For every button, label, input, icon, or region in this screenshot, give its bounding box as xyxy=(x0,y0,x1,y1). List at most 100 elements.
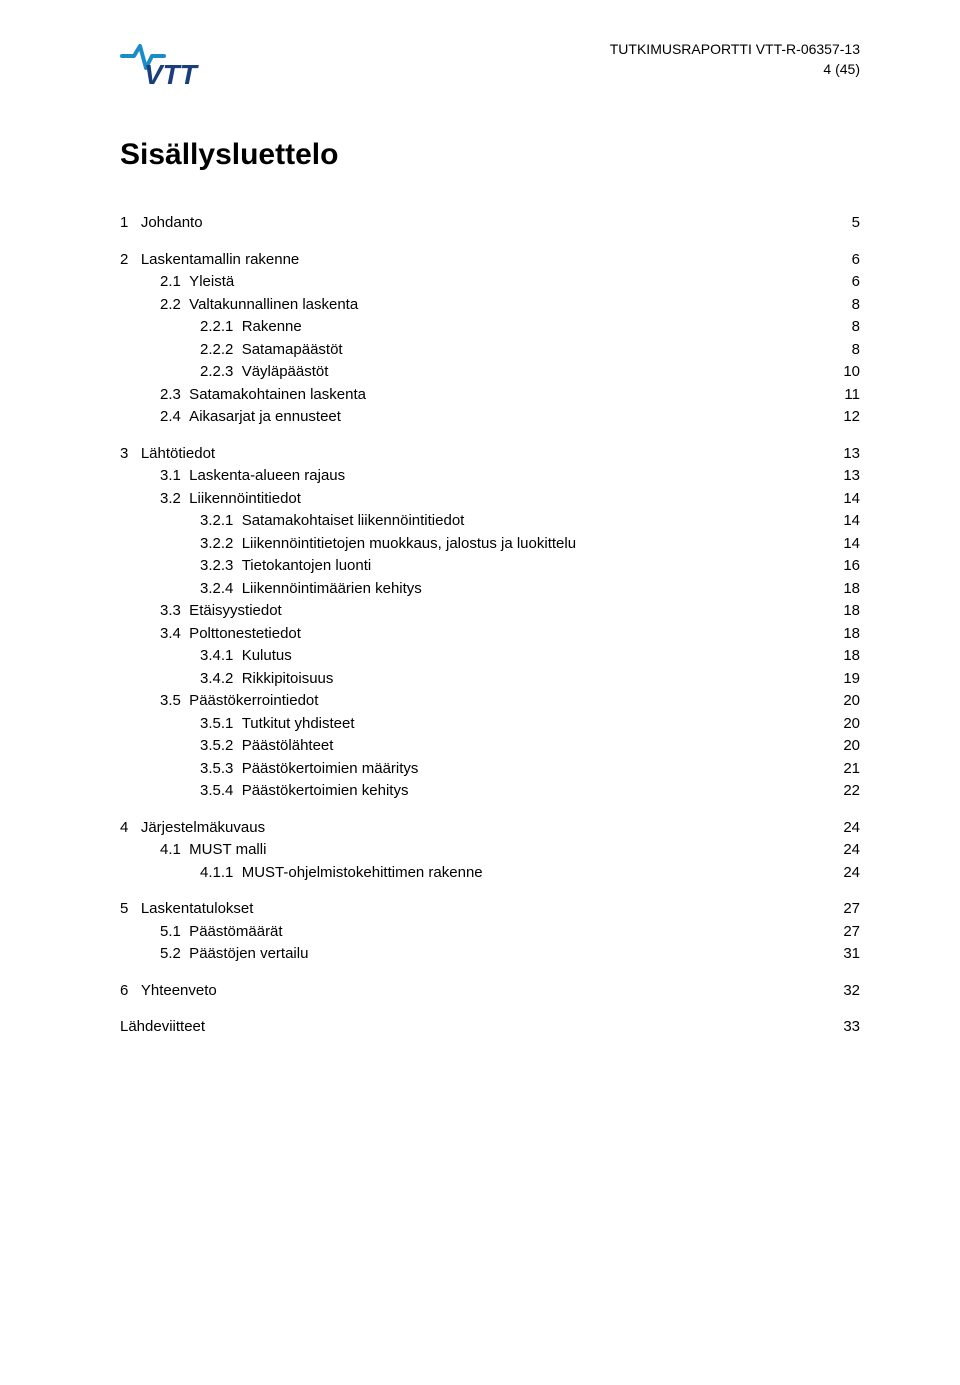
toc-entry-label: 3.5.3 Päästökertoimien määritys xyxy=(200,758,830,781)
toc-entry-label: 2.2.3 Väyläpäästöt xyxy=(200,361,830,384)
toc-entry: 3.2.4 Liikennöintimäärien kehitys18 xyxy=(120,578,860,601)
toc-entry-label: 1 Johdanto xyxy=(120,212,830,235)
toc-entry-label: 2.3 Satamakohtainen laskenta xyxy=(160,384,830,407)
toc-entry: 3.4 Polttonestetiedot18 xyxy=(120,623,860,646)
toc-entry: 3.4.1 Kulutus18 xyxy=(120,645,860,668)
toc-entry-page: 19 xyxy=(830,668,860,691)
toc-entry-label: 3.2 Liikennöintitiedot xyxy=(160,488,830,511)
report-id: TUTKIMUSRAPORTTI VTT-R-06357-13 xyxy=(610,40,860,60)
toc-entry-label: 3.5.1 Tutkitut yhdisteet xyxy=(200,713,830,736)
toc-entry-label: 3.2.2 Liikennöintitietojen muokkaus, jal… xyxy=(200,533,830,556)
toc-entry: 5.1 Päästömäärät27 xyxy=(120,921,860,944)
toc-entry-page: 24 xyxy=(830,817,860,840)
toc-entry-page: 13 xyxy=(830,465,860,488)
toc-entry-page: 8 xyxy=(830,294,860,317)
toc-entry: 4.1.1 MUST-ohjelmistokehittimen rakenne2… xyxy=(120,862,860,885)
toc-entry-page: 18 xyxy=(830,600,860,623)
toc-entry: 6 Yhteenveto32 xyxy=(120,980,860,1003)
toc-entry: 2.2.2 Satamapäästöt8 xyxy=(120,339,860,362)
toc-entry-page: 6 xyxy=(830,271,860,294)
toc-entry-page: 16 xyxy=(830,555,860,578)
toc-entry: 2.2.1 Rakenne8 xyxy=(120,316,860,339)
toc-entry: 2.4 Aikasarjat ja ennusteet12 xyxy=(120,406,860,429)
toc-entry-label: 2.2 Valtakunnallinen laskenta xyxy=(160,294,830,317)
toc-entry-label: 5.2 Päästöjen vertailu xyxy=(160,943,830,966)
toc-entry: 2.1 Yleistä6 xyxy=(120,271,860,294)
toc-entry-page: 24 xyxy=(830,862,860,885)
toc-entry-page: 20 xyxy=(830,735,860,758)
toc-entry-page: 10 xyxy=(830,361,860,384)
toc-entry-page: 20 xyxy=(830,713,860,736)
toc-entry-page: 21 xyxy=(830,758,860,781)
toc-entry-label: 3.4.2 Rikkipitoisuus xyxy=(200,668,830,691)
toc-entry-page: 22 xyxy=(830,780,860,803)
toc-entry-page: 12 xyxy=(830,406,860,429)
toc-entry-page: 24 xyxy=(830,839,860,862)
toc-entry: 3.3 Etäisyystiedot18 xyxy=(120,600,860,623)
toc-entry-label: 6 Yhteenveto xyxy=(120,980,830,1003)
toc-entry: 3.2.1 Satamakohtaiset liikennöintitiedot… xyxy=(120,510,860,533)
toc-entry-label: 3.2.3 Tietokantojen luonti xyxy=(200,555,830,578)
toc-entry: 5.2 Päästöjen vertailu31 xyxy=(120,943,860,966)
toc-entry: 3.2.3 Tietokantojen luonti16 xyxy=(120,555,860,578)
toc-entry-label: 5 Laskentatulokset xyxy=(120,898,830,921)
toc-entry-page: 18 xyxy=(830,623,860,646)
toc-entry: 3.5.3 Päästökertoimien määritys21 xyxy=(120,758,860,781)
toc-entry-page: 6 xyxy=(830,249,860,272)
toc-entry: 3.5.4 Päästökertoimien kehitys22 xyxy=(120,780,860,803)
toc-entry-label: 2.1 Yleistä xyxy=(160,271,830,294)
toc-entry: 4.1 MUST malli24 xyxy=(120,839,860,862)
toc-entry-label: 3.2.4 Liikennöintimäärien kehitys xyxy=(200,578,830,601)
toc-entry-page: 11 xyxy=(830,384,860,407)
toc-entry-label: 3.1 Laskenta-alueen rajaus xyxy=(160,465,830,488)
toc-entry: 3.5.1 Tutkitut yhdisteet20 xyxy=(120,713,860,736)
toc-entry-page: 8 xyxy=(830,316,860,339)
toc-entry-page: 33 xyxy=(830,1016,860,1039)
page-indicator: 4 (45) xyxy=(610,60,860,80)
toc-entry: 2 Laskentamallin rakenne6 xyxy=(120,249,860,272)
toc-entry-label: 2.2.1 Rakenne xyxy=(200,316,830,339)
toc-entry-page: 18 xyxy=(830,578,860,601)
toc-entry: 3 Lähtötiedot13 xyxy=(120,443,860,466)
toc-entry-page: 20 xyxy=(830,690,860,713)
toc-entry-page: 8 xyxy=(830,339,860,362)
toc-entry: 2.3 Satamakohtainen laskenta11 xyxy=(120,384,860,407)
toc-entry-label: 5.1 Päästömäärät xyxy=(160,921,830,944)
page-header: VTT TUTKIMUSRAPORTTI VTT-R-06357-13 4 (4… xyxy=(120,40,860,88)
toc-entry: 4 Järjestelmäkuvaus24 xyxy=(120,817,860,840)
toc-entry: 1 Johdanto5 xyxy=(120,212,860,235)
toc-entry-label: Lähdeviitteet xyxy=(120,1016,830,1039)
toc-entry-label: 3.4.1 Kulutus xyxy=(200,645,830,668)
toc-entry: 3.4.2 Rikkipitoisuus19 xyxy=(120,668,860,691)
toc-entry: 3.2.2 Liikennöintitietojen muokkaus, jal… xyxy=(120,533,860,556)
toc-entry: 3.5 Päästökerrointiedot20 xyxy=(120,690,860,713)
toc-entry-page: 14 xyxy=(830,533,860,556)
toc-entry-label: 3.5.2 Päästölähteet xyxy=(200,735,830,758)
toc-entry-label: 3.5 Päästökerrointiedot xyxy=(160,690,830,713)
toc-entry: Lähdeviitteet33 xyxy=(120,1016,860,1039)
toc-entry-label: 4.1.1 MUST-ohjelmistokehittimen rakenne xyxy=(200,862,830,885)
toc-entry-page: 5 xyxy=(830,212,860,235)
toc-entry-page: 18 xyxy=(830,645,860,668)
svg-text:VTT: VTT xyxy=(144,59,200,88)
toc-entry-page: 14 xyxy=(830,510,860,533)
toc-entry: 5 Laskentatulokset27 xyxy=(120,898,860,921)
toc-entry-label: 2.2.2 Satamapäästöt xyxy=(200,339,830,362)
toc-entry-label: 2 Laskentamallin rakenne xyxy=(120,249,830,272)
toc-entry-label: 4.1 MUST malli xyxy=(160,839,830,862)
logo-wave-icon: VTT xyxy=(120,40,230,88)
toc-entry-label: 2.4 Aikasarjat ja ennusteet xyxy=(160,406,830,429)
toc-entry: 3.5.2 Päästölähteet20 xyxy=(120,735,860,758)
toc-entry-page: 14 xyxy=(830,488,860,511)
toc-entry: 3.1 Laskenta-alueen rajaus13 xyxy=(120,465,860,488)
toc-entry: 2.2.3 Väyläpäästöt10 xyxy=(120,361,860,384)
header-meta: TUTKIMUSRAPORTTI VTT-R-06357-13 4 (45) xyxy=(610,40,860,79)
toc-entry-label: 3.3 Etäisyystiedot xyxy=(160,600,830,623)
toc-entry-label: 3.2.1 Satamakohtaiset liikennöintitiedot xyxy=(200,510,830,533)
document-title: Sisällysluettelo xyxy=(120,138,860,172)
toc-entry-page: 27 xyxy=(830,898,860,921)
toc-entry-page: 32 xyxy=(830,980,860,1003)
toc-entry-label: 3 Lähtötiedot xyxy=(120,443,830,466)
toc-entry-page: 31 xyxy=(830,943,860,966)
toc-entry: 2.2 Valtakunnallinen laskenta8 xyxy=(120,294,860,317)
